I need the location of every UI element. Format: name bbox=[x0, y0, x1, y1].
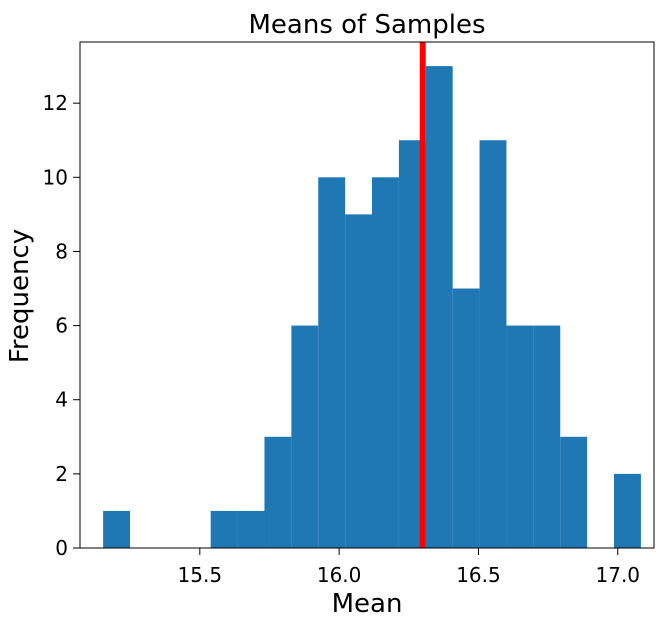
histogram-bar bbox=[103, 510, 131, 548]
histogram-bars bbox=[103, 66, 641, 549]
x-tick-label: 17.0 bbox=[596, 563, 641, 587]
y-tick-label: 2 bbox=[55, 462, 68, 486]
x-tick-label: 16.0 bbox=[317, 563, 362, 587]
x-tick-label: 15.5 bbox=[178, 563, 223, 587]
y-tick-label: 10 bbox=[43, 165, 68, 189]
histogram-bar bbox=[264, 436, 292, 548]
histogram-bar bbox=[210, 510, 238, 548]
y-tick-label: 4 bbox=[55, 388, 68, 412]
x-tick-label: 16.5 bbox=[456, 563, 501, 587]
histogram-bar bbox=[345, 214, 373, 548]
y-axis-ticks: 0 2 4 6 8 10 12 bbox=[43, 91, 80, 560]
histogram-bar bbox=[614, 473, 641, 548]
y-tick-label: 8 bbox=[55, 239, 68, 263]
histogram-bar bbox=[291, 325, 319, 548]
plot-frame bbox=[79, 41, 655, 549]
histogram-bar bbox=[318, 177, 346, 549]
histogram-bar bbox=[560, 436, 588, 548]
y-axis-label: Frequency bbox=[5, 229, 35, 363]
x-axis-label: Mean bbox=[332, 589, 403, 617]
histogram-bar bbox=[452, 288, 480, 548]
histogram-bar bbox=[479, 140, 507, 548]
histogram-bar bbox=[506, 325, 534, 548]
chart-title: Means of Samples bbox=[248, 10, 485, 40]
histogram-bar bbox=[237, 510, 265, 548]
y-tick-label: 0 bbox=[55, 536, 68, 560]
histogram-bar bbox=[372, 177, 399, 549]
histogram-bar bbox=[533, 325, 561, 548]
y-tick-label: 6 bbox=[55, 314, 68, 338]
y-tick-label: 12 bbox=[43, 91, 68, 115]
histogram-bar bbox=[425, 66, 453, 548]
x-axis-ticks: 15.5 16.0 16.5 17.0 bbox=[178, 548, 640, 587]
